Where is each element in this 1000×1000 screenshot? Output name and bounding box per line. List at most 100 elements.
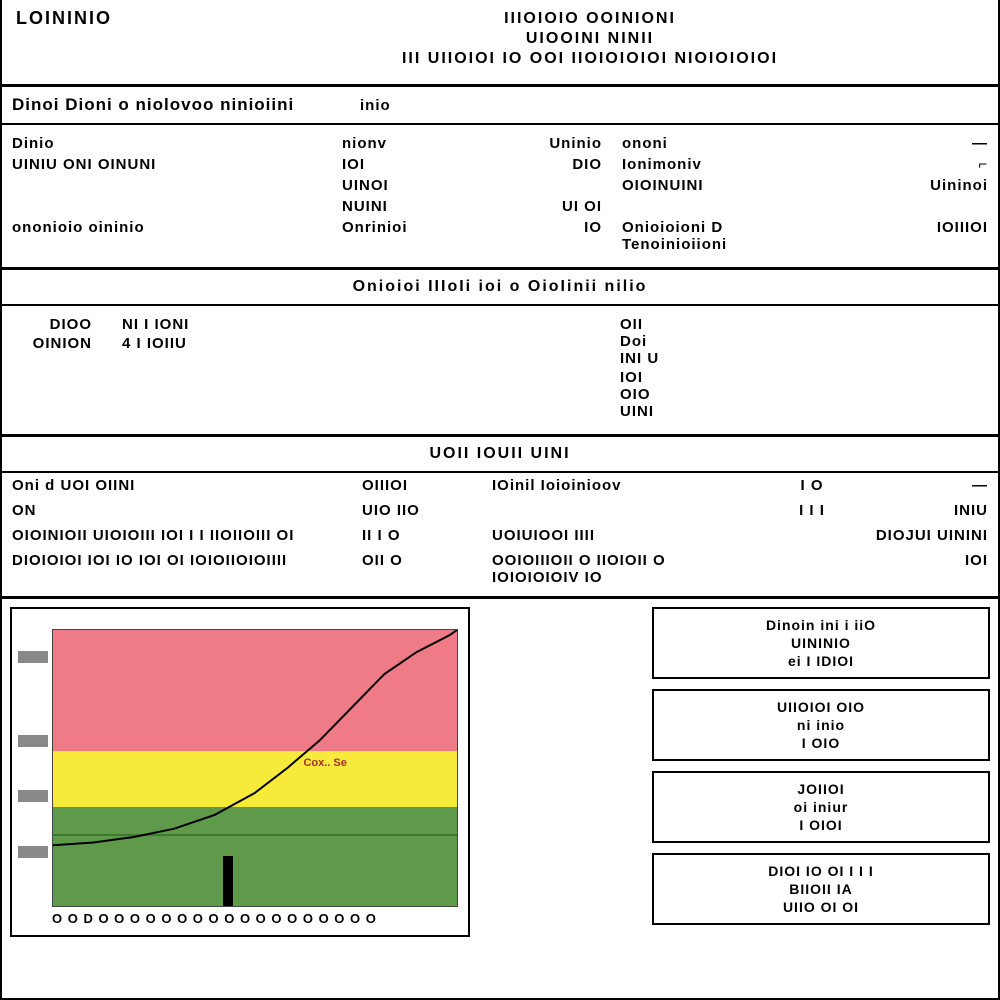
section2-body: DIOO NI I IONI OINION 4 I IOIIU OII Doi … [2,306,998,437]
key: IOI OIO UINI [500,369,700,420]
cell: INIU [872,502,988,519]
cell: OOIOIIIOII O IIOIOII O IOIOIOIOIV IO [492,552,752,586]
section1-title-main: Dinoi Dioni o niolovoo ninioiini [12,95,294,114]
section2-right: OII Doi INI U IOI OIO UINI [500,314,998,422]
cell: IOIIIOI [832,219,988,253]
cell [12,198,342,215]
header-line1: IIIOIOIO OOINIONI [196,10,984,28]
header: LOININIO IIIOIOIO OOINIONI UIOOINI NINII… [2,0,998,87]
cell: I I I [752,502,872,519]
cell [752,552,872,586]
cell: ononi [622,135,832,152]
cell: IO [482,219,622,253]
section3-banner: UOII IOUII UINI [2,437,998,473]
cell: Ionimoniv [622,156,832,173]
cell: IOI [872,552,988,586]
section1-title-secondary: inio [360,97,391,114]
section1-grid: Dinio nionv Uninio ononi — UINIU ONI OIN… [2,125,998,270]
chart-plot-area: Cox.. Se [52,629,458,907]
cell: I O [752,477,872,494]
report-page: LOININIO IIIOIOIO OOINIONI UIOOINI NINII… [0,0,1000,1000]
cell: DIOJUI UININI [872,527,988,544]
cell: Oni d UOI OIINI [12,477,362,494]
kv-pair: OII Doi INI U [500,316,998,367]
key: OII Doi INI U [500,316,700,367]
box-line: BIIOII IA [658,881,984,897]
table-row: ON UIO IIO I I I INIU [2,498,998,523]
box-line: JOIIOI [658,781,984,797]
table-row: Oni d UOI OIINI OIIIOI IOinil Ioioinioov… [2,473,998,498]
cell: NUINI [342,198,482,215]
box-line: I OIOI [658,817,984,833]
chart-yticks [18,629,48,907]
box-line: I OIO [658,735,984,751]
header-code: LOININIO [16,8,196,70]
side-boxes: Dinoin ini i iiO UININIO ei I IDIOI UIIO… [482,607,990,937]
cell: DIOIOIOI IOI IO IOI OI IOIOIIOIOIIII [12,552,362,586]
cell: UINOI [342,177,482,194]
cell: ⌐ [832,156,988,173]
risk-chart: Cox.. Se O O D O O O O O O O O O O O O O… [10,607,470,937]
box-line: oi iniur [658,799,984,815]
key: DIOO [2,316,122,333]
cell: UOIUIOOI IIII [492,527,752,544]
value: 4 I IOIIU [122,335,187,352]
cell: UI OI [482,198,622,215]
info-box: UIIOIOI OIO ni inio I OIO [652,689,990,761]
cell: IOinil Ioioinioov [492,477,752,494]
cell: Dinio [12,135,342,152]
box-line: UIIOIOI OIO [658,699,984,715]
box-line: DIOI IO OI I I I [658,863,984,879]
header-center: IIIOIOIO OOINIONI UIOOINI NINII III UIIO… [196,8,984,70]
cell: OIOINUINI [622,177,832,194]
info-box: DIOI IO OI I I I BIIOII IA UIIO OI OI [652,853,990,925]
info-box: Dinoin ini i iiO UININIO ei I IDIOI [652,607,990,679]
cell [622,198,832,215]
cell: UIO IIO [362,502,492,519]
box-line: UININIO [658,635,984,651]
cell: — [872,477,988,494]
box-line: ni inio [658,717,984,733]
section3-body: Oni d UOI OIINI OIIIOI IOinil Ioioinioov… [2,473,998,599]
cell [12,177,342,194]
cell: UINIU ONI OINUNI [12,156,342,173]
chart-xticks: O O D O O O O O O O O O O O O O O O O O … [52,911,458,929]
cell: ononioio oininio [12,219,342,253]
cell: OIOINIOII UIOIOIII IOI I I IIOIIOIII OI [12,527,362,544]
cell [482,177,622,194]
cell [752,527,872,544]
cell: Uininoi [832,177,988,194]
table-row: UINOI OIOINUINI Uininoi [12,177,988,194]
box-line: Dinoin ini i iiO [658,617,984,633]
cell: — [832,135,988,152]
header-line2: UIOOINI NINII [196,30,984,48]
table-row: ononioio oininio Onrinioi IO Onioioioni … [12,219,988,253]
kv-pair: IOI OIO UINI [500,369,998,420]
cell: nionv [342,135,482,152]
info-box: JOIIOI oi iniur I OIOI [652,771,990,843]
value: NI I IONI [122,316,189,333]
section2-left: DIOO NI I IONI OINION 4 I IOIIU [2,314,500,422]
table-row: UINIU ONI OINUNI IOI DIO Ionimoniv ⌐ [12,156,988,173]
table-row: NUINI UI OI [12,198,988,215]
header-line3: III UIIOIOI IO OOI IIOIOIOIOI NIOIOIOIOI [196,50,984,68]
cell: ON [12,502,362,519]
cell: IOI [342,156,482,173]
cell: OIIIOI [362,477,492,494]
cell: Onioioioni D Tenoinioiioni [622,219,832,253]
cell: Uninio [482,135,622,152]
cell [492,502,752,519]
cell: Onrinioi [342,219,482,253]
section2-banner: Onioioi IIIoIi ioi o OioIinii nilio [2,270,998,306]
bottom-area: Cox.. Se O O D O O O O O O O O O O O O O… [2,599,998,945]
table-row: OIOINIOII UIOIOIII IOI I I IIOIIOIII OI … [2,523,998,548]
kv-pair: DIOO NI I IONI [2,316,500,333]
kv-pair: OINION 4 I IOIIU [2,335,500,352]
cell: II I O [362,527,492,544]
box-line: UIIO OI OI [658,899,984,915]
key: OINION [2,335,122,352]
cell: DIO [482,156,622,173]
cell: OII O [362,552,492,586]
table-row: Dinio nionv Uninio ononi — [12,135,988,152]
section1-title: Dinoi Dioni o niolovoo ninioiini inio [2,87,998,125]
